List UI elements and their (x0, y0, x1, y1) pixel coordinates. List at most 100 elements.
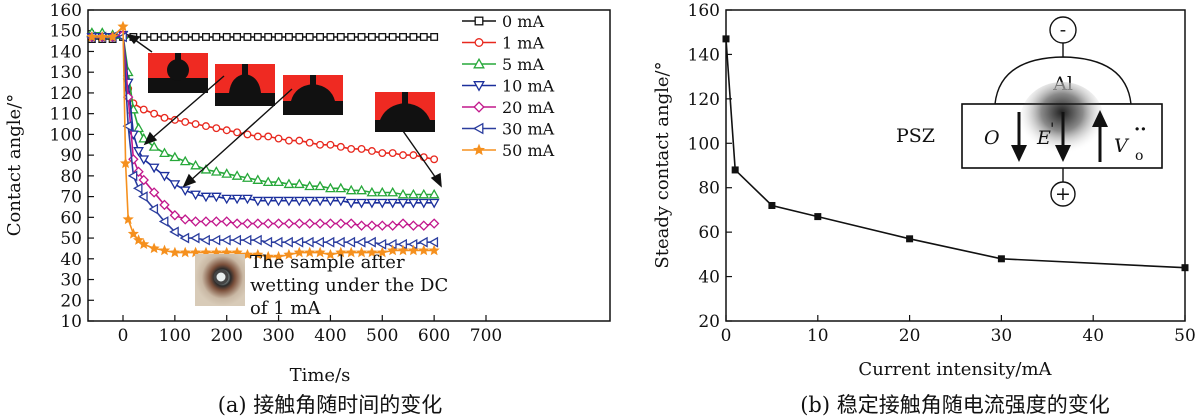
data-point (127, 170, 138, 182)
data-point (181, 33, 190, 41)
data-point (409, 151, 418, 160)
data-point (190, 190, 202, 201)
data-point (335, 246, 347, 258)
chart-b-frame (725, 9, 1186, 322)
arrow-3-head (182, 173, 197, 188)
data-point (252, 218, 264, 229)
data-point (231, 170, 243, 180)
series-steady (722, 35, 1189, 272)
data-point (191, 120, 200, 128)
data-point (284, 33, 293, 41)
data-point (181, 118, 190, 126)
y-tick-label: 90 (60, 146, 82, 166)
data-point (148, 242, 160, 254)
data-point (132, 182, 143, 194)
series-line (91, 36, 435, 40)
data-point (1181, 264, 1189, 272)
data-point (345, 246, 357, 258)
data-point (347, 144, 356, 153)
data-point (345, 236, 356, 248)
chart-b-series (722, 35, 1189, 272)
legend-entry: 1 mA (462, 34, 544, 53)
y-tick-label: 60 (60, 208, 82, 228)
legend-entry: 50 mA (462, 141, 555, 160)
x-tick-label: 600 (418, 326, 450, 346)
data-point (366, 198, 378, 209)
data-point (242, 218, 253, 229)
data-point (242, 194, 253, 205)
x-tick-label: 50 (1174, 326, 1196, 346)
data-point (419, 33, 428, 41)
plus-terminal-icon (1050, 181, 1076, 207)
chart-a-legend: 0 mA 1 mA 5 mA 10 mA 20 mA 30 mA 50 mA (462, 12, 555, 160)
x-tick-label: 30 (991, 326, 1013, 346)
data-point (274, 134, 283, 143)
x-tick-label: 10 (807, 326, 829, 346)
x-tick-label: 700 (470, 326, 502, 346)
data-point (273, 218, 284, 229)
data-point (191, 33, 200, 41)
data-point (304, 218, 315, 229)
data-point (170, 115, 179, 124)
legend-label: 30 mA (502, 120, 555, 139)
droplet-inset-4 (375, 92, 435, 132)
data-point (293, 236, 304, 248)
y-tick-label: 160 (50, 1, 82, 21)
data-point (262, 176, 274, 187)
data-point (158, 216, 169, 227)
data-point (357, 144, 366, 153)
data-point (376, 186, 388, 197)
data-point (314, 196, 326, 207)
data-point (189, 232, 200, 244)
data-point (190, 216, 201, 227)
data-point (407, 188, 419, 199)
series-5-ma (86, 27, 440, 199)
data-point (399, 33, 407, 41)
data-point (158, 244, 171, 256)
data-point (293, 196, 305, 207)
droplet-inset-icon (148, 53, 435, 132)
data-point (418, 236, 428, 248)
data-point (325, 182, 336, 193)
data-point (210, 234, 221, 246)
data-point (241, 248, 253, 260)
data-point (366, 220, 378, 231)
data-point (387, 244, 399, 256)
series-0-ma (87, 33, 439, 43)
data-point (356, 198, 367, 209)
data-point (376, 246, 388, 258)
data-point (283, 218, 295, 229)
e-label: E (1036, 127, 1051, 149)
data-point (355, 236, 366, 248)
data-point (190, 159, 202, 170)
legend-label: 1 mA (502, 34, 544, 53)
data-point (428, 244, 440, 256)
data-point (231, 218, 243, 229)
data-point (264, 33, 273, 41)
data-point (243, 33, 252, 41)
minus-sign: - (1060, 19, 1066, 41)
data-point (86, 31, 98, 42)
y-tick-label: 160 (688, 1, 720, 21)
y-tick-label: 10 (60, 312, 82, 332)
data-point (378, 33, 387, 41)
legend-marker (473, 81, 485, 92)
data-point (397, 218, 409, 229)
legend-marker (473, 143, 485, 156)
y-tick-label: 20 (60, 291, 82, 311)
y-tick-label: 130 (50, 63, 82, 83)
data-point (387, 220, 398, 231)
data-point (335, 182, 347, 193)
data-point (211, 216, 222, 227)
data-point (367, 33, 376, 41)
data-point (253, 132, 262, 141)
data-point (430, 155, 439, 164)
data-point (210, 166, 222, 176)
data-point (160, 33, 169, 41)
x-tick-label: 40 (1082, 326, 1104, 346)
data-point (295, 136, 304, 145)
data-point (366, 236, 376, 248)
data-point (274, 33, 283, 41)
data-point (252, 234, 262, 246)
data-point (335, 196, 347, 207)
